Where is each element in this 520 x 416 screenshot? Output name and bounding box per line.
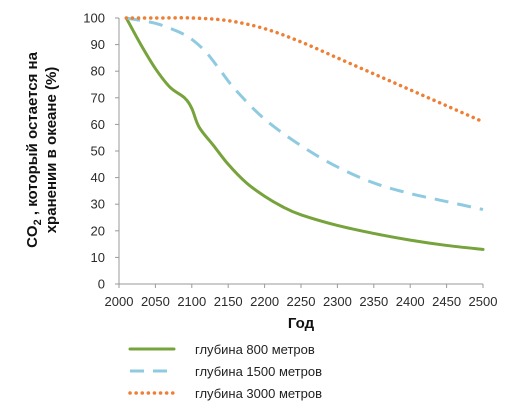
x-tick-label: 2350 (359, 294, 388, 309)
y-tick-label: 20 (91, 223, 105, 238)
y-tick-label: 50 (91, 144, 105, 159)
y-tick-label: 70 (91, 90, 105, 105)
series (124, 16, 485, 251)
x-axis-title: Год (288, 315, 315, 332)
y-tick-label: 100 (83, 11, 105, 26)
y-axis-title-prefix: CO (24, 225, 41, 248)
x-tick-label: 2000 (105, 294, 134, 309)
y-tick-label: 90 (91, 37, 105, 52)
x-tick-label: 2500 (469, 294, 498, 309)
series-line-2 (126, 16, 484, 211)
y-tick-label: 10 (91, 250, 105, 265)
y-tick-label: 80 (91, 64, 105, 79)
x-tick-label: 2300 (323, 294, 352, 309)
x-tick-label: 2200 (250, 294, 279, 309)
legend: глубина 800 метров глубина 1500 метров глу… (128, 342, 322, 401)
y-axis-title-line-1: CO2 , который остается на (24, 51, 44, 248)
legend-label-2: глубина 1500 метров (195, 364, 322, 379)
series-line-3 (124, 16, 485, 124)
x-tick-label: 2250 (287, 294, 316, 309)
legend-label-1: глубина 800 метров (195, 342, 315, 357)
x-tick-label: 2400 (396, 294, 425, 309)
y-tick-label: 30 (91, 197, 105, 212)
x-tick-label: 2100 (177, 294, 206, 309)
legend-label-3: глубина 3000 метров (195, 386, 322, 401)
series-line-1 (124, 16, 485, 251)
y-axis-title-rest: , который остается на (24, 51, 41, 219)
y-tick-label: 40 (91, 170, 105, 185)
y-tick-label: 60 (91, 117, 105, 132)
x-tick-label: 2450 (432, 294, 461, 309)
ticks: 0 10 20 30 40 50 60 70 80 90 100 2000 2050 2100 2150 22… (83, 11, 497, 310)
y-axis-title-subscript: 2 (32, 219, 44, 225)
x-tick-label: 2050 (141, 294, 170, 309)
y-axis-title-line-2: хранении в океане (%) (43, 67, 60, 234)
x-tick-label: 2150 (214, 294, 243, 309)
y-tick-label: 0 (98, 277, 105, 292)
